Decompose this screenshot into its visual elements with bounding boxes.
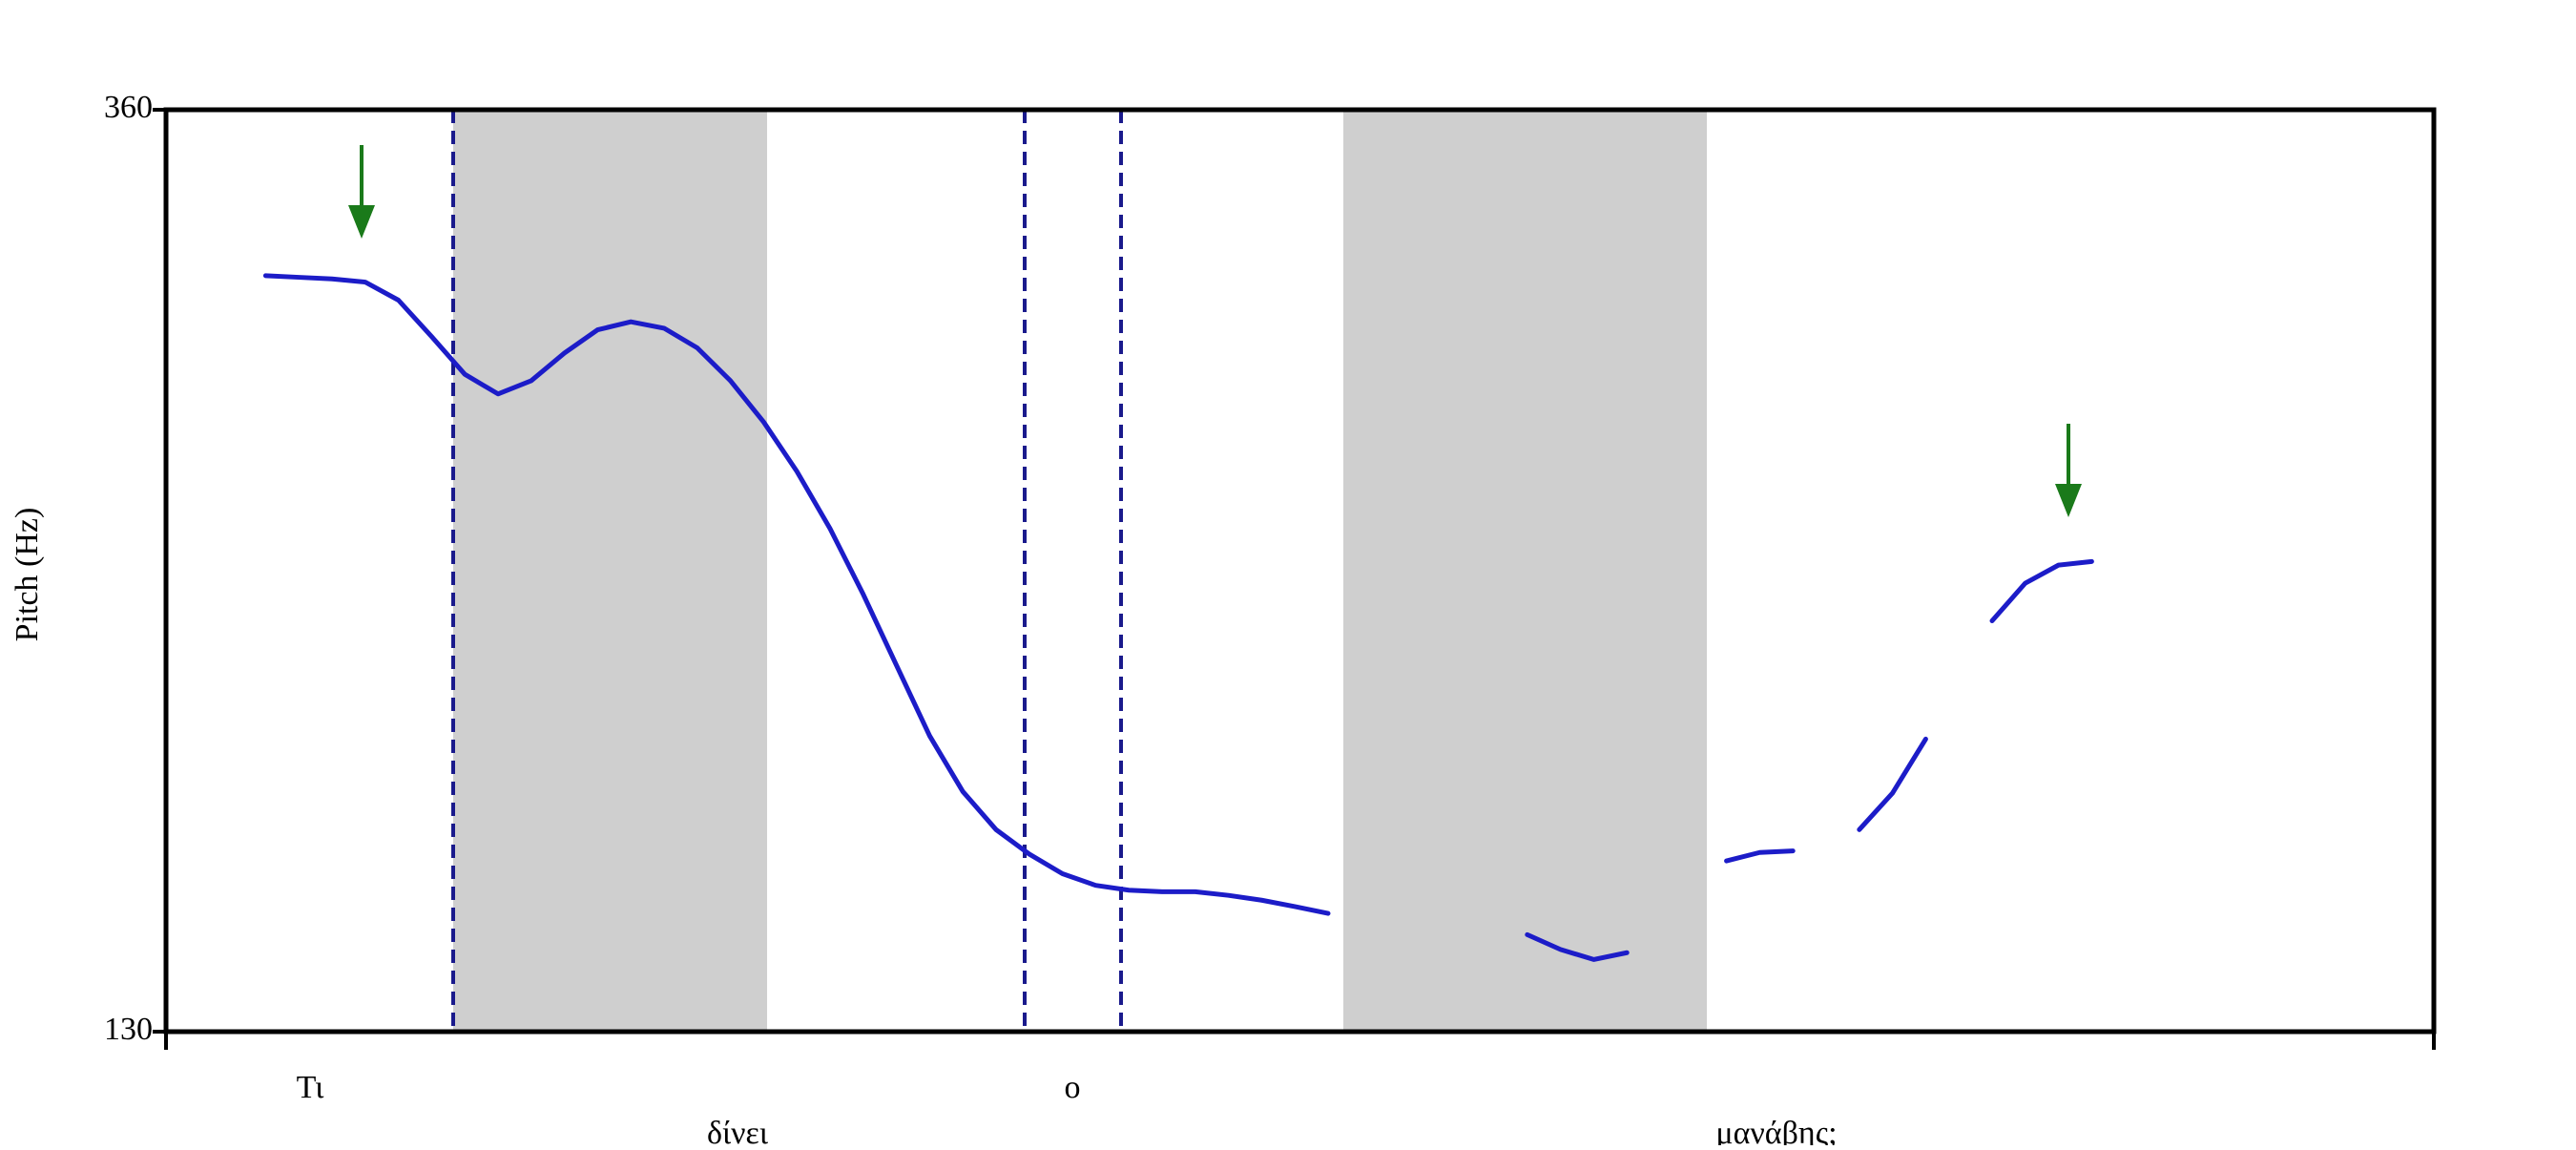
y-axis-label: Pitch (Hz) [10, 508, 45, 642]
arrow-head [2055, 484, 2082, 517]
plot-frame [163, 107, 2437, 1035]
y-tick-label: 360 [104, 90, 153, 125]
y-tick-label: 130 [104, 1012, 153, 1047]
shaded-region [1343, 110, 1707, 1032]
word-label: δίνει [707, 1116, 768, 1145]
arrows [348, 145, 2082, 517]
pitch-contour [262, 273, 2094, 962]
word-label: ο [1065, 1070, 1081, 1105]
shaded-region [453, 110, 767, 1032]
word-label: μανάβης; [1715, 1116, 1837, 1145]
arrow-head [348, 205, 375, 239]
word-label: Τι [297, 1070, 324, 1105]
boundaries [451, 110, 1123, 1032]
